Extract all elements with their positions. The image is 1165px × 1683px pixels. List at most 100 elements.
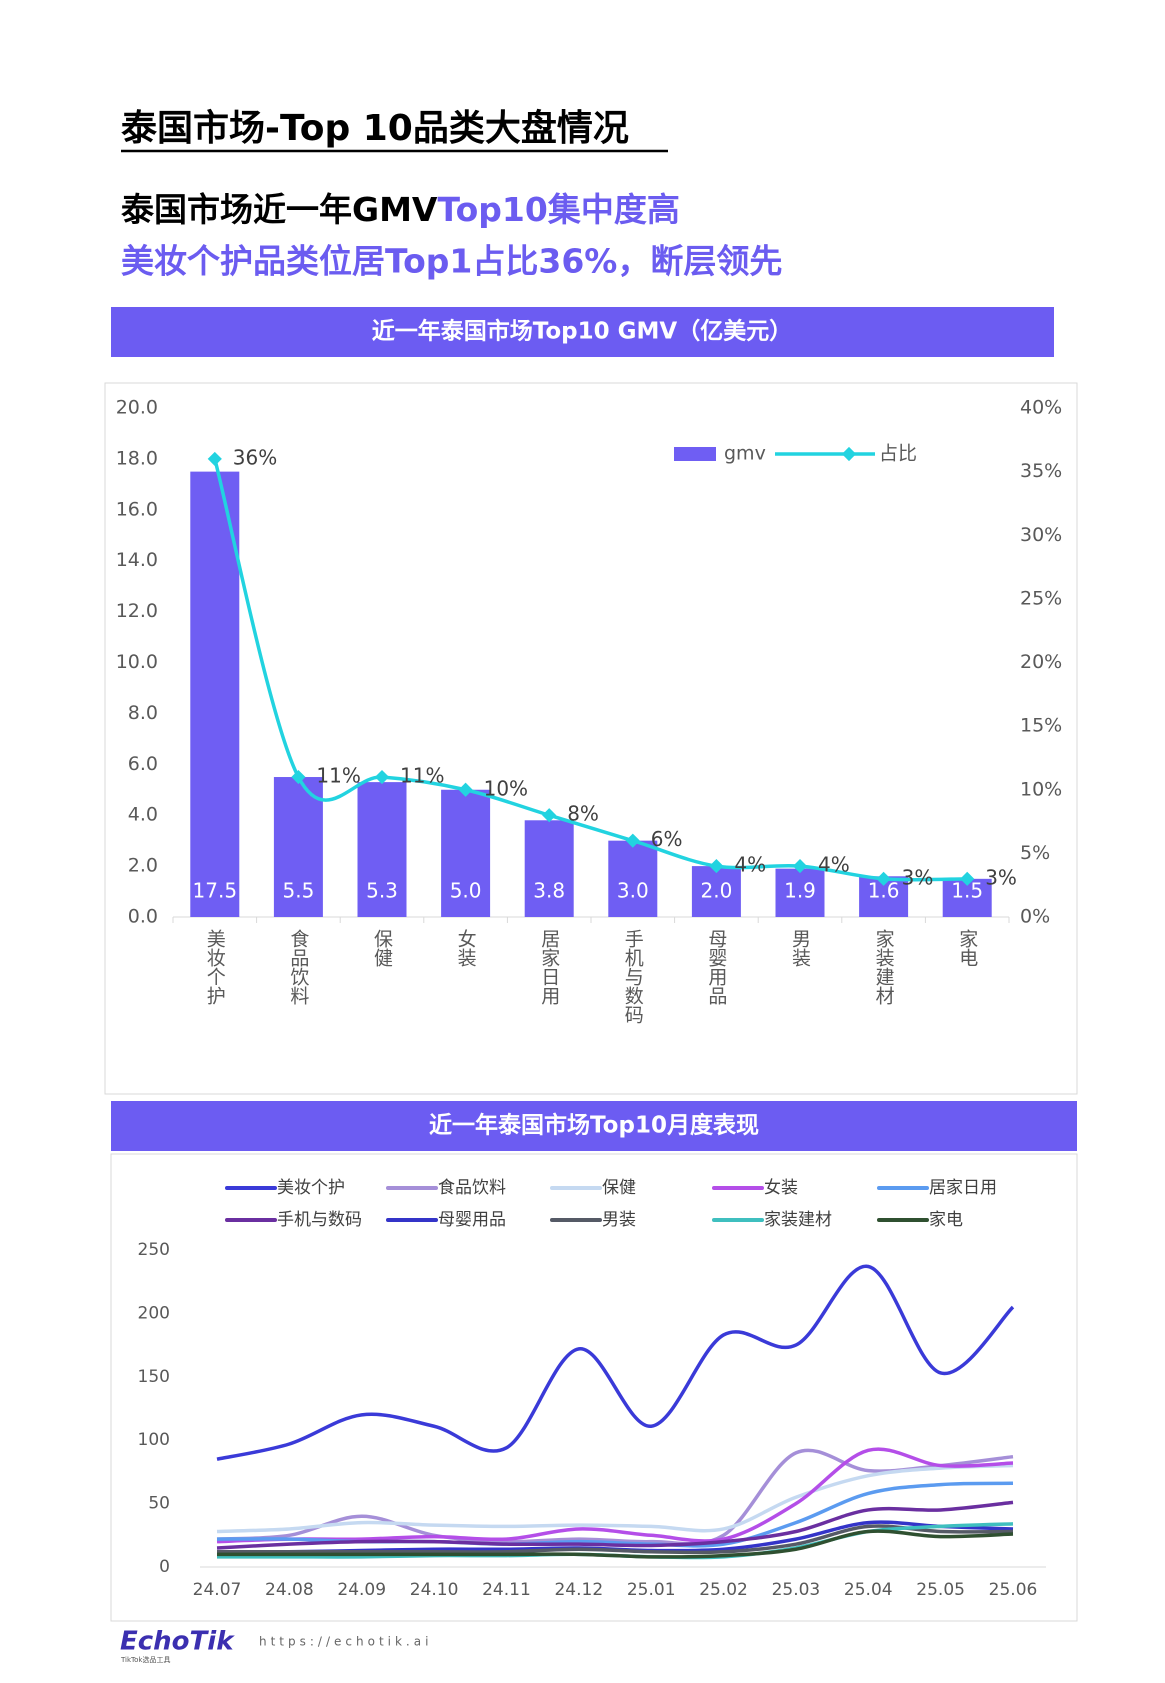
x-tick-label: 25.03: [772, 1580, 821, 1600]
line: [216, 1481, 1014, 1548]
y2-tick-label: 35%: [1020, 460, 1062, 482]
line-value-label: 8%: [567, 802, 599, 826]
y-tick-label: 10.0: [116, 651, 158, 673]
line-marker: [709, 859, 724, 874]
y-tick-label: 6.0: [128, 753, 158, 775]
line-marker: [792, 859, 808, 874]
x-tick-label: 女装: [455, 929, 477, 967]
line-marker: [458, 782, 473, 797]
line: [216, 1500, 1014, 1550]
footer-url: https://echotik.ai: [259, 1635, 432, 1649]
legend-label: 美妆个护: [277, 1178, 345, 1198]
x-tick-label: 24.09: [337, 1580, 386, 1600]
line-marker: [374, 769, 390, 785]
x-tick-label: 美妆个护: [204, 929, 226, 1005]
y-tick-label: 12.0: [116, 600, 158, 622]
y2-tick-label: 25%: [1020, 587, 1062, 609]
legend-label: 保健: [602, 1178, 636, 1198]
legend-label: 家装建材: [764, 1210, 832, 1230]
x-tick-label: 24.11: [482, 1580, 531, 1600]
y2-tick-label: 15%: [1020, 715, 1062, 737]
bar: [691, 866, 741, 917]
page-title: 泰国市场-Top 10品类大盘情况: [121, 107, 629, 149]
x-tick-label: 25.01: [627, 1580, 676, 1600]
y2-tick-label: 20%: [1020, 651, 1062, 673]
chart-title: 近一年泰国市场Top10 GMV（亿美元）: [372, 318, 792, 345]
bar-value-label: 5.3: [366, 879, 398, 903]
line-marker: [291, 769, 306, 785]
y2-tick-label: 5%: [1020, 842, 1050, 864]
legend-label: 男装: [602, 1210, 636, 1230]
y2-tick-label: 0%: [1020, 906, 1050, 928]
bar: [190, 471, 240, 917]
legend-swatch: [841, 446, 857, 462]
y-tick-label: 16.0: [116, 498, 158, 520]
line-value-label: 11%: [316, 764, 360, 788]
line: [216, 1448, 1014, 1546]
legend-label: 食品饮料: [438, 1178, 506, 1198]
x-tick-label: 25.06: [989, 1580, 1038, 1600]
line-marker: [960, 871, 975, 886]
y-tick-label: 4.0: [128, 804, 158, 826]
line: [216, 1447, 1014, 1544]
line-value-label: 3%: [902, 865, 934, 889]
bar: [441, 789, 491, 917]
line-value-label: 36%: [233, 445, 277, 469]
x-tick-label: 家电: [956, 929, 978, 967]
line-value-label: 10%: [484, 776, 528, 800]
y-tick-label: 0: [159, 1557, 170, 1577]
line-value-label: 3%: [985, 865, 1017, 889]
y2-tick-label: 40%: [1020, 397, 1062, 419]
y-tick-label: 0.0: [128, 906, 158, 928]
line: [217, 1524, 1014, 1555]
x-tick-label: 家装建材: [873, 929, 895, 1005]
x-tick-label: 25.05: [916, 1580, 965, 1600]
y-tick-label: 14.0: [116, 549, 158, 571]
line-marker: [625, 833, 640, 848]
legend-label: 居家日用: [929, 1178, 997, 1198]
y-tick-label: 250: [138, 1240, 170, 1260]
bar-value-label: 17.5: [193, 879, 238, 903]
line-value-label: 4%: [734, 853, 766, 877]
legend-label: 手机与数码: [277, 1210, 362, 1230]
headline-part: 泰国市场近一年GMV: [121, 190, 438, 229]
line: [216, 1463, 1014, 1534]
bar: [524, 820, 574, 917]
x-tick-label: 食品饮料: [287, 929, 309, 1005]
y-tick-label: 2.0: [128, 855, 158, 877]
x-tick-label: 24.10: [410, 1580, 459, 1600]
legend-label: 母婴用品: [438, 1210, 506, 1230]
x-tick-label: 男装: [789, 929, 811, 967]
x-tick-label: 母婴用品: [705, 929, 727, 1005]
banner: [111, 1101, 1077, 1151]
y2-tick-label: 30%: [1020, 524, 1062, 546]
bar: [273, 777, 323, 917]
y2-tick-label: 10%: [1020, 778, 1062, 800]
x-tick-label: 保健: [371, 929, 393, 967]
brand-tagline: TikTok选品工具: [120, 1655, 170, 1664]
legend-label: 占比: [879, 443, 917, 465]
y-tick-label: 8.0: [128, 702, 158, 724]
legend-swatch: [674, 447, 716, 461]
x-tick-label: 24.07: [193, 1580, 242, 1600]
line-value-label: 4%: [818, 853, 850, 877]
y-tick-label: 20.0: [116, 397, 158, 419]
headline-part: Top10集中度高: [437, 190, 679, 229]
y-tick-label: 150: [138, 1367, 170, 1387]
chart-title: 近一年泰国市场Top10月度表现: [429, 1112, 759, 1139]
bar-value-label: 5.0: [450, 879, 482, 903]
legend-label: 家电: [929, 1210, 963, 1230]
line-value-label: 6%: [651, 827, 683, 851]
x-tick-label: 手机与数码: [622, 929, 644, 1024]
y-tick-label: 100: [138, 1430, 170, 1450]
bar-value-label: 5.5: [282, 879, 314, 903]
bar: [608, 840, 658, 917]
line-marker: [542, 808, 557, 823]
y-tick-label: 50: [148, 1494, 170, 1514]
chart-frame: [110, 1153, 1078, 1622]
brand-logo: EchoTik: [120, 1627, 235, 1657]
y-tick-label: 18.0: [116, 447, 158, 469]
line: [216, 1264, 1015, 1461]
